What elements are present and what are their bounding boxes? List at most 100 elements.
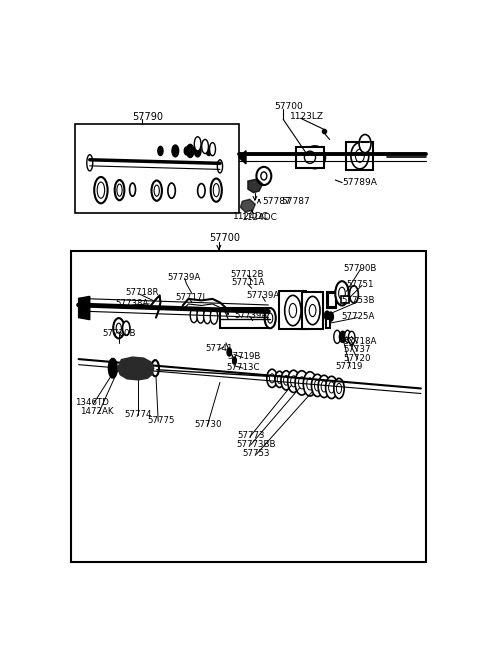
Text: 57717L: 57717L: [175, 294, 207, 302]
Text: 57738A: 57738A: [115, 300, 148, 308]
Ellipse shape: [197, 308, 204, 323]
Ellipse shape: [307, 378, 313, 390]
Ellipse shape: [206, 147, 211, 156]
Ellipse shape: [168, 183, 175, 198]
Ellipse shape: [299, 377, 305, 389]
Ellipse shape: [304, 146, 325, 168]
Text: 57741: 57741: [205, 344, 233, 353]
Bar: [327, 292, 336, 308]
Ellipse shape: [290, 376, 297, 387]
Ellipse shape: [194, 137, 201, 151]
Ellipse shape: [321, 381, 327, 392]
Text: 57730: 57730: [194, 420, 221, 430]
Bar: [71, 251, 426, 562]
Ellipse shape: [325, 376, 337, 399]
Ellipse shape: [339, 331, 346, 342]
Ellipse shape: [348, 331, 355, 344]
Text: 57753B: 57753B: [342, 296, 375, 306]
Ellipse shape: [172, 145, 179, 157]
Ellipse shape: [334, 378, 344, 399]
Ellipse shape: [335, 281, 348, 306]
Text: 57718A: 57718A: [344, 338, 377, 346]
Text: 57753: 57753: [242, 449, 270, 458]
Text: 57739A: 57739A: [168, 273, 201, 282]
Text: 57700: 57700: [209, 233, 240, 243]
Ellipse shape: [202, 139, 208, 154]
Ellipse shape: [304, 151, 315, 164]
Ellipse shape: [277, 375, 282, 384]
Text: 1346TD: 1346TD: [75, 398, 109, 407]
Ellipse shape: [109, 359, 117, 377]
Bar: [347, 142, 373, 170]
Ellipse shape: [281, 371, 291, 390]
Ellipse shape: [329, 382, 335, 393]
Text: 1124DC: 1124DC: [233, 212, 269, 221]
Polygon shape: [239, 150, 246, 164]
Text: 1123LZ: 1123LZ: [290, 112, 324, 122]
Ellipse shape: [289, 304, 297, 317]
Ellipse shape: [309, 304, 316, 317]
Ellipse shape: [256, 167, 271, 185]
Ellipse shape: [261, 172, 267, 180]
Ellipse shape: [152, 360, 159, 376]
Polygon shape: [240, 199, 255, 212]
Ellipse shape: [318, 375, 330, 397]
Ellipse shape: [158, 147, 163, 156]
Polygon shape: [118, 357, 154, 380]
Text: 57719B: 57719B: [228, 352, 261, 361]
Text: 57773BB: 57773BB: [236, 440, 276, 449]
Text: 57711A: 57711A: [231, 278, 264, 287]
Ellipse shape: [87, 155, 93, 171]
Ellipse shape: [359, 135, 371, 152]
Text: 57787: 57787: [263, 196, 291, 206]
Ellipse shape: [213, 183, 219, 196]
Text: 57790: 57790: [132, 112, 164, 122]
Ellipse shape: [305, 296, 320, 325]
Text: 57720: 57720: [344, 353, 371, 363]
Ellipse shape: [267, 313, 273, 323]
Text: 57712B: 57712B: [230, 269, 264, 279]
Ellipse shape: [324, 311, 330, 320]
Ellipse shape: [186, 145, 194, 158]
Text: 57789A: 57789A: [343, 178, 378, 187]
Ellipse shape: [217, 160, 223, 173]
Text: 57739A: 57739A: [234, 311, 267, 319]
Ellipse shape: [204, 309, 211, 324]
Ellipse shape: [122, 321, 130, 335]
Ellipse shape: [284, 376, 289, 385]
Ellipse shape: [211, 179, 222, 202]
Ellipse shape: [334, 330, 340, 344]
Text: 57751: 57751: [347, 280, 374, 288]
Polygon shape: [248, 179, 263, 193]
Ellipse shape: [328, 312, 334, 321]
Text: 1124DC: 1124DC: [242, 214, 278, 223]
Ellipse shape: [349, 286, 359, 303]
Ellipse shape: [314, 380, 321, 391]
Bar: [220, 307, 270, 328]
Ellipse shape: [97, 182, 105, 198]
Text: 57739A: 57739A: [246, 291, 279, 300]
Ellipse shape: [267, 369, 277, 388]
Bar: [296, 147, 324, 168]
Ellipse shape: [210, 143, 216, 156]
Bar: [326, 319, 330, 328]
Ellipse shape: [210, 309, 218, 324]
Text: 57737: 57737: [344, 346, 371, 355]
Bar: [342, 334, 345, 340]
Bar: [302, 292, 324, 328]
Ellipse shape: [269, 374, 275, 383]
Ellipse shape: [233, 357, 236, 364]
Ellipse shape: [227, 348, 231, 356]
Ellipse shape: [345, 330, 350, 342]
Text: 57787: 57787: [281, 196, 310, 206]
Ellipse shape: [264, 308, 276, 328]
Ellipse shape: [117, 184, 122, 196]
Ellipse shape: [130, 183, 135, 196]
Ellipse shape: [355, 149, 364, 162]
Ellipse shape: [94, 177, 108, 203]
Text: 1472AK: 1472AK: [81, 407, 114, 416]
Ellipse shape: [336, 384, 342, 394]
Text: 57790B: 57790B: [344, 263, 377, 273]
Bar: [279, 291, 306, 329]
Bar: [75, 124, 239, 213]
